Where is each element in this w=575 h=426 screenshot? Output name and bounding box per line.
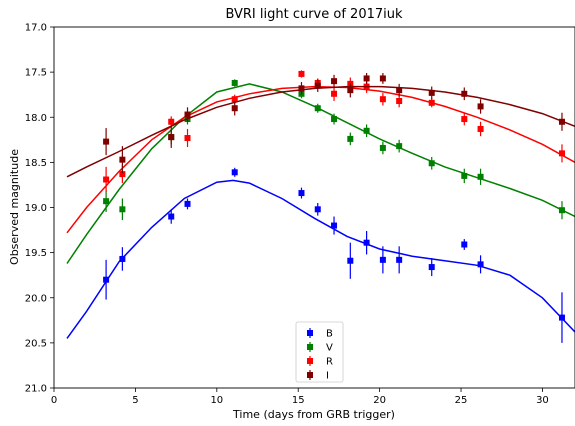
data-point-R: [396, 98, 403, 105]
legend-label-V: V: [326, 343, 333, 354]
data-point-B: [168, 213, 175, 220]
y-tick-label: 17.0: [25, 23, 47, 34]
data-point-R: [119, 171, 126, 178]
y-axis-label: Observed magnitude: [8, 149, 21, 265]
y-tick-label: 19.0: [25, 203, 47, 214]
data-point-V: [428, 160, 435, 167]
x-tick-label: 5: [132, 395, 138, 406]
data-point-R: [231, 96, 238, 103]
data-point-B: [314, 206, 321, 213]
data-point-V: [314, 105, 321, 112]
legend-label-B: B: [326, 329, 333, 340]
data-point-R: [379, 96, 386, 103]
data-point-R: [461, 116, 468, 123]
x-tick-label: 30: [536, 395, 549, 406]
legend-label-R: R: [326, 357, 333, 368]
data-point-V: [558, 207, 565, 214]
data-point-B: [119, 255, 126, 262]
data-point-I: [231, 105, 238, 112]
data-point-I: [461, 90, 468, 97]
chart-title: BVRI light curve of 2017iuk: [225, 7, 403, 22]
legend-marker-V: [307, 344, 313, 350]
data-point-B: [184, 200, 191, 207]
data-point-I: [298, 85, 305, 92]
legend: BVRI: [295, 321, 344, 383]
data-point-I: [184, 111, 191, 118]
x-tick-label: 15: [292, 395, 305, 406]
plot-area: [66, 70, 575, 343]
data-point-I: [396, 87, 403, 94]
data-point-B: [428, 264, 435, 271]
legend-marker-R: [307, 358, 313, 364]
data-point-R: [331, 90, 338, 97]
y-axis: 17.0 17.5 18.0 18.5 19.0 19.5 20.0 20.5 21.0: [25, 23, 54, 395]
data-point-V: [231, 79, 238, 86]
data-point-R: [298, 70, 305, 77]
data-point-B: [231, 169, 238, 176]
fit-curve-V: [66, 83, 575, 264]
y-tick-label: 20.0: [25, 293, 47, 304]
data-point-I: [103, 138, 110, 145]
y-tick-label: 19.5: [25, 248, 47, 259]
y-tick-label: 20.5: [25, 338, 47, 349]
data-point-V: [103, 198, 110, 205]
data-point-B: [347, 257, 354, 264]
data-point-I: [168, 134, 175, 141]
data-point-B: [298, 190, 305, 197]
data-point-V: [379, 144, 386, 151]
data-point-B: [477, 261, 484, 268]
data-point-R: [184, 135, 191, 142]
x-tick-label: 20: [373, 395, 386, 406]
x-axis-label: Time (days from GRB trigger): [232, 408, 395, 421]
data-point-V: [396, 143, 403, 150]
fit-curve-R: [66, 85, 575, 234]
data-point-I: [558, 118, 565, 125]
data-point-V: [363, 127, 370, 134]
data-point-B: [379, 256, 386, 263]
data-point-R: [103, 176, 110, 183]
data-point-I: [363, 75, 370, 82]
data-point-V: [119, 206, 126, 213]
data-point-B: [461, 241, 468, 248]
data-point-I: [119, 156, 126, 163]
data-point-I: [331, 78, 338, 85]
data-point-I: [428, 89, 435, 96]
data-point-R: [168, 118, 175, 125]
y-tick-label: 18.5: [25, 158, 47, 169]
legend-box: [295, 321, 344, 383]
data-point-V: [347, 135, 354, 142]
data-point-B: [558, 314, 565, 321]
legend-label-I: I: [326, 371, 329, 382]
data-point-I: [314, 82, 321, 89]
legend-marker-I: [307, 372, 313, 378]
data-point-B: [331, 222, 338, 229]
legend-marker-B: [307, 330, 313, 336]
data-point-I: [477, 103, 484, 110]
data-point-V: [461, 172, 468, 179]
y-tick-label: 17.5: [25, 68, 47, 79]
fit-curve-I: [66, 85, 575, 178]
data-point-R: [558, 150, 565, 157]
data-point-V: [477, 173, 484, 180]
data-point-B: [363, 239, 370, 246]
x-tick-label: 25: [455, 395, 468, 406]
data-point-B: [396, 256, 403, 263]
data-point-I: [379, 75, 386, 82]
y-tick-label: 18.0: [25, 113, 47, 124]
data-point-R: [477, 125, 484, 132]
data-point-V: [331, 116, 338, 123]
data-point-R: [428, 99, 435, 106]
x-tick-label: 10: [210, 395, 223, 406]
x-tick-label: 0: [51, 395, 57, 406]
x-axis: 0 5 10 15 20 25 30: [51, 388, 549, 406]
data-point-I: [347, 87, 354, 94]
data-point-B: [103, 276, 110, 283]
fit-curve-B: [66, 179, 575, 339]
y-tick-label: 21.0: [25, 384, 47, 395]
